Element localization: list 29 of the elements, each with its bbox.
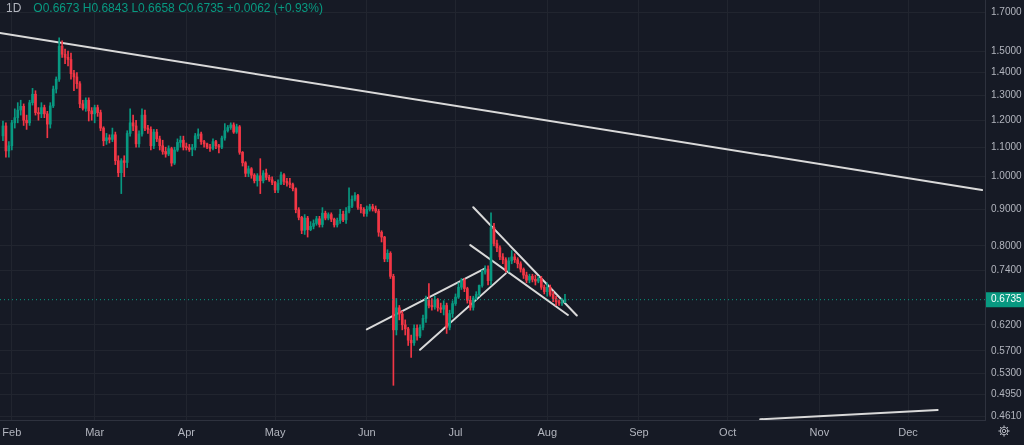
y-tick-label: 1.2000: [991, 113, 1023, 125]
y-tick-label: 1.0000: [991, 170, 1023, 182]
y-tick-label: 1.4000: [991, 66, 1023, 78]
x-tick-label: Aug: [537, 425, 558, 438]
y-tick-label: 0.6200: [991, 318, 1023, 330]
x-tick-label: May: [264, 425, 286, 438]
x-tick-label: Nov: [809, 425, 830, 438]
x-tick-label: Jul: [448, 425, 463, 438]
y-tick-label: 1.5000: [991, 44, 1023, 56]
x-tick-label: Apr: [177, 425, 196, 438]
chart-title: 1D: [6, 1, 22, 16]
x-tick-label: Mar: [85, 425, 105, 438]
y-tick-label: 0.9000: [991, 203, 1023, 215]
x-tick-label: Sep: [629, 425, 649, 438]
x-tick-label: Dec: [898, 425, 919, 438]
x-tick-label: Jun: [357, 425, 376, 438]
y-tick-label: 0.7400: [991, 263, 1023, 275]
chart-subtitle: O0.6673 H0.6843 L0.6658 C0.6735 +0.0062 (+0.93%): [33, 1, 323, 16]
ref-line-label: 0.6735: [991, 293, 1023, 305]
y-tick-label: 0.5700: [991, 344, 1023, 356]
y-tick-label: 1.1000: [991, 140, 1023, 152]
x-tick-label: Oct: [719, 425, 737, 438]
y-tick-label: 0.5300: [991, 367, 1023, 379]
y-tick-label: 1.7000: [991, 6, 1023, 18]
y-tick-label: 0.8000: [991, 239, 1023, 251]
y-tick-label: 0.4610: [991, 410, 1023, 422]
x-tick-label: Feb: [2, 425, 22, 438]
y-tick-label: 1.3000: [991, 89, 1023, 101]
y-tick-label: 0.4950: [991, 388, 1023, 400]
